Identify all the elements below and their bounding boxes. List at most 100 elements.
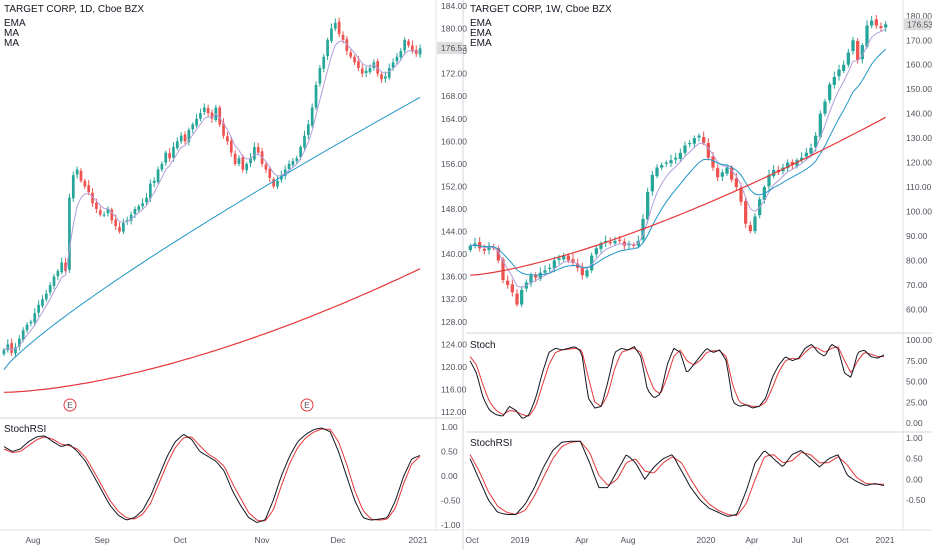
daily-candle-body bbox=[25, 324, 29, 331]
weekly-ema-slow-line bbox=[470, 116, 886, 276]
daily-candle-body bbox=[191, 124, 195, 130]
daily-candle-body bbox=[64, 262, 67, 272]
daily-candle-body bbox=[68, 197, 71, 270]
weekly-legend-item: EMA bbox=[470, 18, 492, 29]
weekly-time-tick: Oct bbox=[835, 535, 849, 545]
weekly-stochrsi-d-line bbox=[469, 440, 884, 517]
daily-candle-body bbox=[29, 321, 33, 324]
daily-candle-body bbox=[407, 41, 410, 46]
weekly-candle-body bbox=[538, 272, 542, 279]
weekly-price-tick: 160.00 bbox=[906, 60, 932, 70]
daily-candle-body bbox=[337, 21, 341, 35]
daily-candle-body bbox=[322, 56, 326, 69]
weekly-candle-body bbox=[599, 243, 603, 249]
weekly-price-tick: 180.00 bbox=[906, 11, 932, 21]
weekly-candle-body bbox=[529, 275, 533, 284]
daily-candle-body bbox=[345, 39, 349, 52]
weekly-candle-body bbox=[557, 258, 561, 260]
daily-candle-body bbox=[91, 192, 94, 204]
daily-candle-body bbox=[287, 163, 291, 169]
daily-candle-body bbox=[237, 158, 241, 164]
daily-candle-body bbox=[233, 153, 237, 164]
weekly-candle-body bbox=[688, 143, 692, 145]
daily-candle-body bbox=[330, 28, 333, 42]
daily-candle-body bbox=[118, 227, 121, 232]
weekly-candle-body bbox=[706, 143, 710, 158]
daily-chart-title: TARGET CORP, 1D, Cboe BZX bbox=[4, 4, 144, 15]
daily-last-price-label: 176.53 bbox=[441, 43, 467, 53]
weekly-price-tick: 80.00 bbox=[906, 255, 928, 265]
weekly-candle-body bbox=[618, 239, 622, 241]
weekly-price-tick: 100.00 bbox=[906, 207, 932, 217]
daily-candle-body bbox=[75, 169, 79, 175]
daily-candle-body bbox=[256, 146, 260, 153]
weekly-candle-body bbox=[566, 255, 570, 261]
daily-time-tick: 2021 bbox=[409, 535, 428, 545]
weekly-candle-body bbox=[692, 138, 696, 144]
weekly-candle-body bbox=[716, 168, 720, 178]
weekly-candle-body bbox=[884, 24, 888, 28]
weekly-candle-body bbox=[739, 187, 743, 202]
daily-candle-body bbox=[380, 74, 383, 80]
daily-ma-mid-line bbox=[3, 96, 421, 371]
daily-stochrsi-tick: -1.00 bbox=[441, 520, 461, 530]
weekly-candle-body bbox=[823, 101, 827, 114]
daily-candle-body bbox=[41, 299, 44, 307]
weekly-stoch-tick: 0.00 bbox=[906, 418, 923, 428]
daily-price-tick: 136.00 bbox=[441, 272, 467, 282]
daily-candle-body bbox=[83, 180, 87, 187]
weekly-candle-body bbox=[720, 172, 724, 177]
daily-candle-body bbox=[245, 163, 249, 171]
weekly-time-tick: Apr bbox=[575, 535, 588, 545]
daily-legend-item: MA bbox=[4, 28, 19, 39]
weekly-candle-body bbox=[832, 76, 836, 85]
weekly-stochrsi-tick: 1.00 bbox=[906, 433, 923, 443]
weekly-candle-body bbox=[520, 289, 524, 305]
daily-candle-body bbox=[44, 293, 48, 300]
daily-candle-body bbox=[149, 183, 152, 199]
weekly-candle-body bbox=[585, 270, 589, 277]
daily-candle-body bbox=[364, 70, 368, 74]
weekly-price-tick: 120.00 bbox=[906, 158, 932, 168]
weekly-time-tick: Oct bbox=[465, 535, 479, 545]
weekly-legend-item: EMA bbox=[470, 28, 492, 39]
daily-candle-body bbox=[418, 48, 422, 55]
weekly-candle-body bbox=[804, 152, 808, 157]
daily-candle-body bbox=[341, 34, 345, 40]
weekly-candle-body bbox=[548, 267, 552, 269]
daily-candle-body bbox=[368, 68, 372, 73]
daily-candle-body bbox=[264, 164, 268, 170]
weekly-candle-body bbox=[711, 156, 715, 168]
daily-candle-body bbox=[272, 179, 275, 187]
weekly-candle-body bbox=[828, 84, 832, 101]
daily-candle-body bbox=[276, 180, 279, 187]
weekly-stoch-tick: 50.00 bbox=[906, 377, 928, 387]
daily-candle-body bbox=[399, 51, 403, 58]
daily-stochrsi-tick: -0.50 bbox=[441, 496, 461, 506]
daily-price-tick: 152.00 bbox=[441, 181, 467, 191]
earnings-marker-icon bbox=[63, 398, 77, 412]
daily-candle-body bbox=[249, 158, 252, 164]
daily-ma-long-line bbox=[3, 268, 421, 393]
daily-price-tick: 184.00 bbox=[441, 1, 467, 11]
daily-candle-body bbox=[222, 123, 225, 136]
daily-candle-body bbox=[6, 344, 10, 350]
daily-candle-body bbox=[122, 223, 125, 232]
daily-candle-body bbox=[87, 185, 91, 193]
weekly-candle-body bbox=[664, 162, 668, 164]
daily-candle-body bbox=[241, 157, 245, 170]
daily-stochrsi-label: StochRSI bbox=[4, 424, 46, 435]
daily-price-tick: 172.00 bbox=[441, 69, 467, 79]
daily-price-tick: 120.00 bbox=[441, 362, 467, 372]
daily-price-tick: 144.00 bbox=[441, 227, 467, 237]
weekly-ema-mid-line bbox=[470, 48, 887, 276]
daily-price-tick: 180.00 bbox=[441, 24, 467, 34]
daily-price-tick: 140.00 bbox=[441, 249, 467, 259]
daily-candle-body bbox=[71, 175, 75, 199]
weekly-candle-body bbox=[790, 161, 794, 166]
daily-price-tick: 160.00 bbox=[441, 136, 467, 146]
daily-candle-body bbox=[133, 209, 137, 215]
daily-candle-body bbox=[175, 141, 179, 149]
weekly-candle-body bbox=[870, 20, 874, 26]
weekly-candle-body bbox=[683, 145, 687, 153]
